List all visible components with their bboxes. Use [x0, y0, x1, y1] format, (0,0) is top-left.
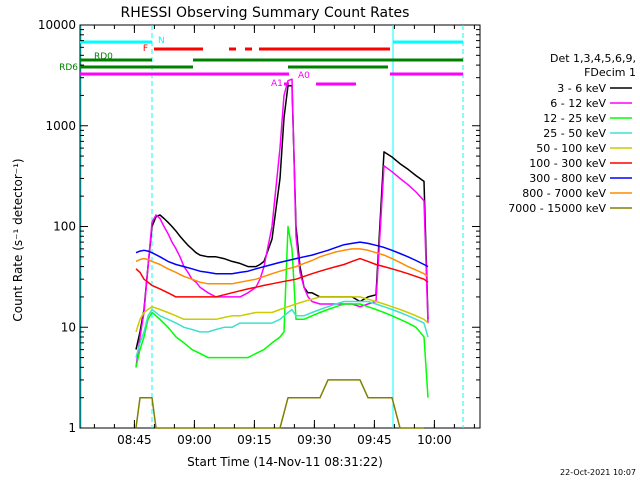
rd0-flag-label: RD0	[94, 52, 113, 62]
series-line-4	[135, 296, 429, 333]
x-tick-label: 09:30	[297, 433, 332, 447]
y-tick-label: 10000	[38, 18, 76, 32]
series-line-5	[135, 257, 429, 298]
y-tick-label: 100	[53, 220, 76, 234]
status-flag-bars: NF RD0 RD6 A1 A0	[59, 36, 463, 89]
y-tick-label: 1	[68, 421, 76, 435]
legend-entry-label: 800 - 7000 keV	[522, 187, 606, 200]
x-axis-label: Start Time (14-Nov-11 08:31:22)	[187, 455, 383, 469]
x-tick-label: 10:00	[417, 433, 452, 447]
chart-title: RHESSI Observing Summary Count Rates	[121, 5, 410, 21]
legend-entry-label: 300 - 800 keV	[529, 172, 606, 185]
legend-header: Det 1,3,4,5,6,9,	[550, 52, 636, 65]
x-tick-label: 09:15	[237, 433, 272, 447]
legend-entry-label: 100 - 300 keV	[529, 157, 606, 170]
legend-entry-label: 6 - 12 keV	[550, 97, 606, 110]
legend-entry-label: 50 - 100 keV	[536, 142, 606, 155]
legend-subheader: FDecim 1	[584, 66, 636, 79]
rd6-flag-label: RD6	[59, 63, 78, 73]
y-axis-label: Count Rate (s⁻¹ detector⁻¹)	[11, 158, 25, 321]
y-tick-label: 1000	[45, 119, 76, 133]
legend-entry-label: 7000 - 15000 keV	[508, 202, 606, 215]
series-lines	[135, 78, 429, 429]
a0-flag-label: A0	[298, 71, 310, 81]
flare-flag-label: F	[143, 44, 148, 54]
series-line-7	[135, 248, 429, 285]
legend-entry-label: 3 - 6 keV	[557, 82, 606, 95]
legend-entry-label: 25 - 50 keV	[543, 127, 606, 140]
legend: Det 1,3,4,5,6,9,FDecim 1 3 - 6 keV 6 - 12 …	[508, 52, 636, 215]
night-flag-label: N	[158, 36, 165, 46]
x-tick-label: 09:00	[177, 433, 212, 447]
series-line-6	[135, 241, 429, 275]
a1-flag-label: A1	[271, 79, 283, 89]
series-line-8	[135, 379, 424, 429]
generation-timestamp: 22-Oct-2021 10:07	[560, 468, 636, 477]
legend-entry-label: 12 - 25 keV	[543, 112, 606, 125]
x-tick-label: 08:45	[117, 433, 152, 447]
y-tick-label: 10	[61, 320, 76, 334]
series-line-2	[135, 225, 429, 398]
series-line-3	[135, 300, 429, 358]
axes: 1 10 100 1000 10000 08:45 09:00 09:15 09:30 09:45…	[38, 18, 480, 447]
x-tick-label: 09:45	[357, 433, 392, 447]
